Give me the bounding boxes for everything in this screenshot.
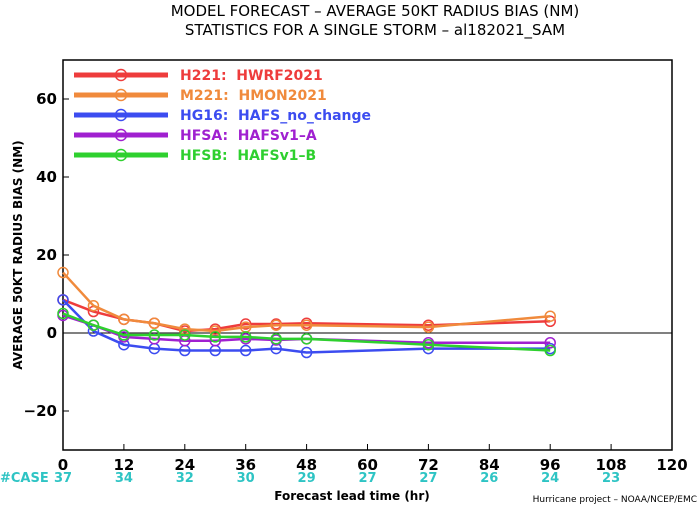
case-count: 23	[602, 471, 620, 486]
series-3	[57, 309, 556, 349]
legend-marker	[114, 108, 128, 122]
x-tick-label: 36	[235, 456, 256, 474]
series-group	[57, 266, 556, 359]
legend-marker	[114, 68, 128, 82]
x-tick-label: 60	[357, 456, 378, 474]
legend-label: HFSA: HAFSv1–A	[180, 128, 317, 144]
legend-label: HFSB: HAFSv1–B	[180, 148, 316, 164]
x-tick-label: 0	[58, 456, 68, 474]
data-point	[179, 329, 191, 341]
data-point	[422, 321, 435, 333]
series-line	[62, 298, 551, 354]
legend: H221: HWRF2021 M221: HMON2021 HG16: HAFS_n…	[74, 68, 371, 164]
data-point	[270, 319, 282, 331]
x-tick-label: 108	[595, 456, 626, 474]
case-count: 26	[480, 471, 498, 486]
data-point	[300, 333, 313, 345]
data-point	[239, 318, 252, 330]
credit-text: Hurricane project – NOAA/NCEP/EMC	[533, 495, 697, 505]
chart-title: MODEL FORECAST – AVERAGE 50KT RADIUS BIA…	[171, 2, 580, 20]
y-tick-label: 0	[47, 324, 57, 342]
legend-item: H221: HWRF2021	[74, 68, 323, 84]
case-label: #CASE	[0, 471, 49, 486]
data-point	[148, 329, 161, 341]
legend-label: HG16: HAFS_no_change	[180, 108, 371, 124]
x-tick-label: 120	[656, 456, 687, 474]
legend-marker	[114, 88, 128, 102]
series-1	[57, 266, 556, 337]
data-point	[148, 317, 161, 329]
legend-marker	[114, 148, 128, 162]
y-tick-label: −20	[24, 402, 57, 420]
x-tick-label: 24	[174, 456, 195, 474]
data-point	[209, 331, 221, 343]
data-point	[270, 333, 282, 345]
legend-marker	[114, 128, 128, 142]
legend-item: M221: HMON2021	[74, 88, 327, 104]
x-tick-label: 12	[113, 456, 134, 474]
data-point	[57, 307, 69, 320]
data-point	[239, 331, 252, 343]
series-line	[62, 312, 551, 352]
data-point	[544, 337, 556, 349]
x-tick-label: 84	[479, 456, 500, 474]
legend-item: HFSB: HAFSv1–B	[74, 148, 316, 164]
y-tick-label: 40	[36, 168, 57, 186]
series-line	[62, 298, 551, 333]
legend-label: H221: HWRF2021	[180, 68, 323, 84]
data-point	[544, 310, 556, 322]
x-tick-label: 48	[296, 456, 317, 474]
x-tick-label: 72	[418, 456, 439, 474]
legend-item: HG16: HAFS_no_change	[74, 108, 371, 124]
data-point	[118, 329, 130, 341]
data-point	[87, 299, 100, 312]
data-point	[87, 319, 100, 331]
chart-subtitle: STATISTICS FOR A SINGLE STORM – al182021…	[185, 21, 565, 40]
y-tick-label: 60	[36, 90, 57, 108]
case-count: 37	[54, 471, 72, 486]
series-line	[62, 271, 551, 333]
case-count: 27	[419, 471, 437, 486]
data-point	[300, 346, 313, 359]
x-axis-label: Forecast lead time (hr)	[274, 489, 430, 503]
y-tick-label: 20	[36, 246, 57, 264]
legend-item: HFSA: HAFSv1–A	[74, 128, 317, 144]
y-axis-label: AVERAGE 50KT RADIUS BIAS (NM)	[11, 140, 25, 369]
series-4	[57, 307, 556, 357]
data-point	[57, 294, 69, 306]
case-count: 34	[115, 471, 133, 486]
case-count: 32	[176, 471, 194, 486]
legend-label: M221: HMON2021	[180, 88, 327, 104]
case-count: 30	[237, 471, 255, 486]
case-count: 29	[298, 471, 316, 486]
data-point	[57, 266, 69, 279]
data-point	[300, 319, 313, 331]
data-point	[118, 313, 130, 326]
data-point	[239, 344, 252, 357]
axis-ticks: 0 12 24 36 48 60 72 84 96 108 120 −20 0 20 40 60 37 34 32 3…	[24, 90, 688, 486]
case-count: 24	[541, 471, 559, 486]
case-count: 27	[358, 471, 376, 486]
data-point	[422, 338, 435, 351]
x-tick-label: 96	[540, 456, 561, 474]
data-point	[544, 344, 556, 357]
